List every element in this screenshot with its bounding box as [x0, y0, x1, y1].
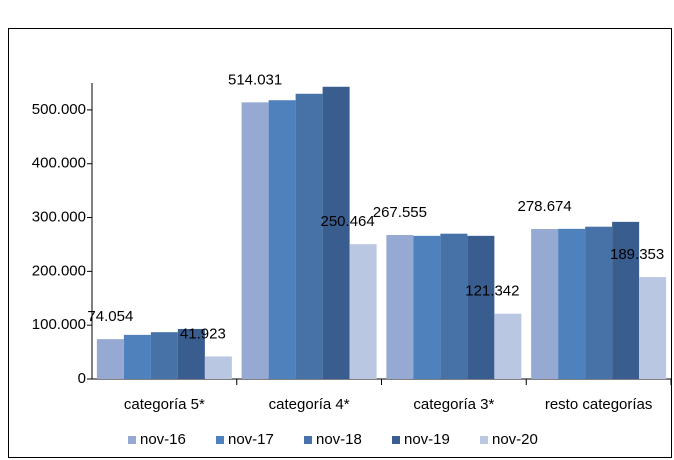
bar	[612, 221, 640, 379]
x-tick-label: categoría 4*	[269, 396, 350, 413]
y-tick-label: 300.000	[32, 209, 86, 226]
data-label: 41.923	[180, 325, 226, 342]
legend-swatch	[480, 436, 488, 444]
legend-swatch	[216, 436, 224, 444]
legend-label: nov-20	[492, 431, 538, 448]
data-label: 267.555	[373, 204, 427, 221]
bar	[440, 233, 468, 379]
legend-label: nov-17	[228, 431, 274, 448]
legend-label: nov-18	[316, 431, 362, 448]
legend-label: nov-16	[140, 431, 186, 448]
bar	[585, 226, 613, 379]
bar	[204, 356, 232, 379]
bar	[241, 102, 269, 380]
bar	[494, 313, 522, 379]
y-tick-label: 0	[78, 370, 86, 387]
bar	[467, 235, 495, 379]
bar	[150, 332, 178, 379]
y-tick-label: 200.000	[32, 262, 86, 279]
bar	[123, 334, 151, 379]
legend-swatch	[128, 436, 136, 444]
data-label: 74.054	[87, 308, 133, 325]
bar	[268, 100, 296, 380]
bar	[639, 277, 667, 379]
y-tick-label: 100.000	[32, 316, 86, 333]
bar	[558, 228, 586, 379]
data-label: 189.353	[610, 246, 664, 263]
x-tick-label: resto categorías	[545, 396, 653, 413]
y-tick-label: 500.000	[32, 101, 86, 118]
data-label: 278.674	[518, 198, 572, 215]
data-label: 514.031	[228, 71, 282, 88]
x-tick-label: categoría 5*	[124, 396, 205, 413]
legend-swatch	[304, 436, 312, 444]
y-tick-label: 400.000	[32, 155, 86, 172]
bar	[322, 86, 350, 379]
x-tick-label: categoría 3*	[413, 396, 494, 413]
data-label: 250.464	[321, 213, 375, 230]
bar	[413, 235, 441, 379]
bar	[177, 328, 205, 379]
bar	[531, 229, 559, 379]
legend-swatch	[392, 436, 400, 444]
bar	[295, 93, 323, 379]
bar	[96, 339, 124, 379]
bar	[349, 244, 377, 379]
data-label: 121.342	[465, 283, 519, 300]
bar	[386, 235, 414, 379]
legend-label: nov-19	[404, 431, 450, 448]
